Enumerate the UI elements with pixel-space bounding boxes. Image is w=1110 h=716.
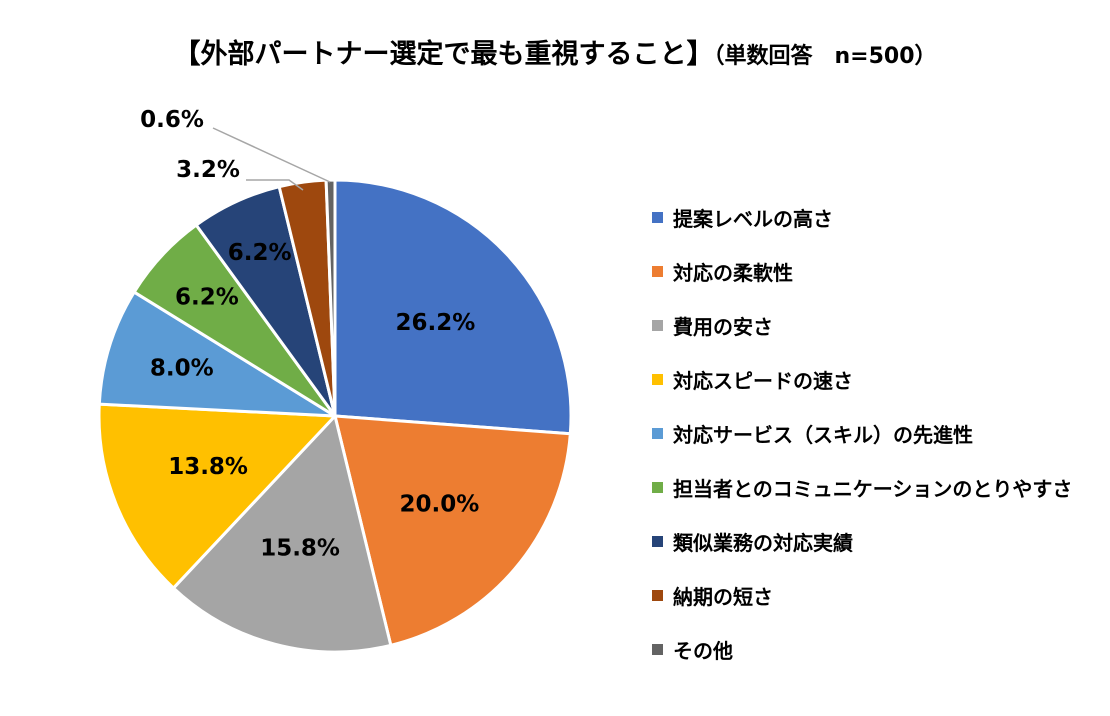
legend-swatch [652,427,663,439]
leader-lines [212,127,331,191]
legend-item-1: 提案レベルの高さ [652,190,1072,244]
legend-label: 対応サービス（スキル）の先進性 [673,422,973,447]
data-labels: 26.2% 20.0% 15.8% 13.8% 8.0% 6.2% 6.2% 3.2% 0.6% [140,107,479,561]
legend-item-5: 対応サービス（スキル）の先進性 [652,406,1072,460]
chart-title: 【外部パートナー選定で最も重視すること】（単数回答 n=500） [0,32,1110,71]
data-label-3: 15.8% [260,535,340,561]
legend-item-8: 納期の短さ [652,568,1072,622]
legend: 提案レベルの高さ 対応の柔軟性 費用の安さ対応スピードの速さ対応サービス（スキル）の… [652,190,1072,676]
data-label-5: 8.0% [150,355,214,381]
legend-item-3: 費用の安さ [652,298,1072,352]
legend-swatch [652,643,663,655]
chart-title-main: 【外部パートナー選定で最も重視すること】 [173,39,714,70]
legend-swatch [652,481,663,493]
data-label-4: 13.8% [168,454,248,480]
legend-label: 提案レベルの高さ [673,206,833,231]
pie-slice-2 [333,414,572,647]
data-label-7: 6.2% [228,240,292,266]
legend-label: 納期の短さ [673,584,773,609]
legend-swatch [652,373,663,385]
legend-swatch [652,589,663,601]
legend-label: その他 [673,638,733,663]
pie-slices [97,178,573,654]
legend-item-9: その他 [652,622,1072,676]
legend-swatch [652,211,663,223]
legend-item-2: 対応の柔軟性 [652,244,1072,298]
legend-item-4: 対応スピードの速さ [652,352,1072,406]
pie-slice-4 [97,402,337,590]
legend-item-7: 類似業務の対応実績 [652,514,1072,568]
data-label-2: 20.0% [400,492,480,518]
legend-label: 対応の柔軟性 [673,260,793,285]
pie-slice-1 [333,178,573,436]
pie-slice-5 [97,290,337,418]
data-label-9: 0.6% [140,107,204,133]
leader-line-8 [246,179,304,191]
legend-label: 担当者とのコミュニケーションのとりやすさ [673,476,1073,501]
chart-title-sample-size: （単数回答 n=500） [713,44,937,69]
legend-swatch [652,535,663,547]
leader-line-9 [212,127,331,183]
pie-slice-3 [171,414,393,654]
legend-swatch [652,265,663,277]
legend-label: 費用の安さ [673,314,773,339]
legend-label: 類似業務の対応実績 [673,530,853,555]
legend-swatch [652,319,663,331]
legend-item-6: 担当者とのコミュニケーションのとりやすさ [652,460,1072,514]
data-label-1: 26.2% [396,310,476,336]
legend-label: 対応スピードの速さ [673,368,853,393]
data-label-8: 3.2% [176,157,240,183]
data-label-6: 6.2% [175,284,239,310]
